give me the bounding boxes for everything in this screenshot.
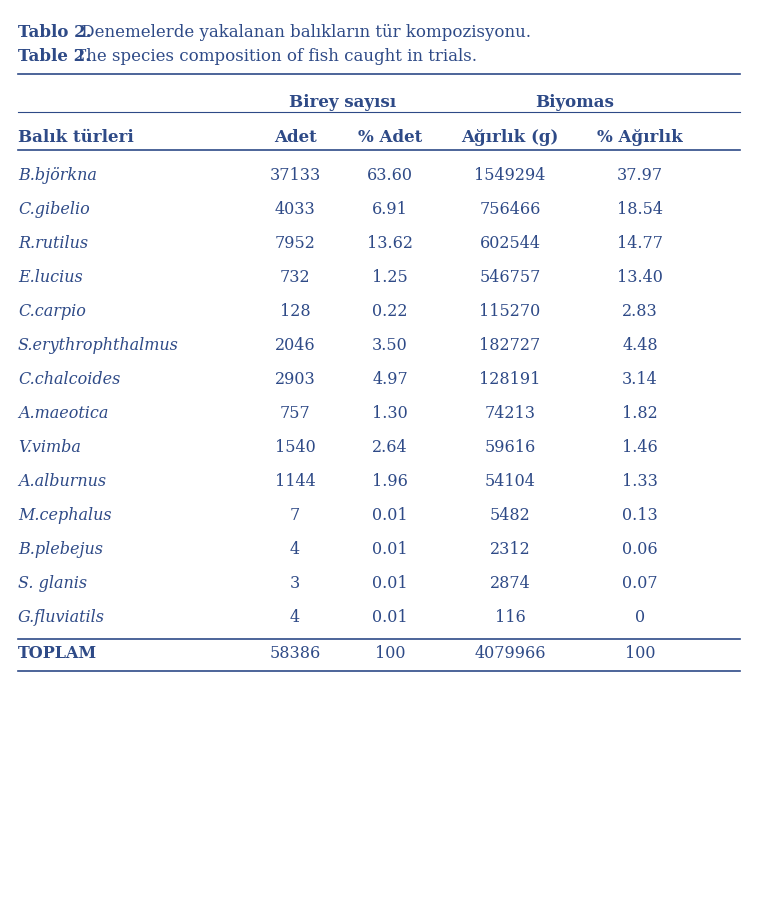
Text: 602544: 602544 (480, 235, 540, 252)
Text: 1144: 1144 (274, 473, 315, 490)
Text: 6.91: 6.91 (372, 201, 408, 218)
Text: % Adet: % Adet (358, 129, 422, 146)
Text: 4.48: 4.48 (622, 337, 658, 354)
Text: 54104: 54104 (484, 473, 535, 490)
Text: 2.83: 2.83 (622, 303, 658, 320)
Text: Balık türleri: Balık türleri (18, 129, 133, 146)
Text: 1540: 1540 (274, 439, 315, 456)
Text: S. glanis: S. glanis (18, 575, 87, 592)
Text: 0.06: 0.06 (622, 541, 658, 558)
Text: Denemelerde yakalanan balıkların tür kompozisyonu.: Denemelerde yakalanan balıkların tür kom… (76, 24, 531, 41)
Text: 1.25: 1.25 (372, 269, 408, 286)
Text: 3.50: 3.50 (372, 337, 408, 354)
Text: V.vimba: V.vimba (18, 439, 81, 456)
Text: 4: 4 (290, 609, 300, 626)
Text: 4.97: 4.97 (372, 371, 408, 388)
Text: A.maeotica: A.maeotica (18, 405, 108, 422)
Text: Adet: Adet (274, 129, 316, 146)
Text: Tablo 2.: Tablo 2. (18, 24, 92, 41)
Text: 116: 116 (495, 609, 525, 626)
Text: Birey sayısı: Birey sayısı (289, 94, 396, 111)
Text: The species composition of fish caught in trials.: The species composition of fish caught i… (70, 48, 477, 65)
Text: TOPLAM: TOPLAM (18, 645, 97, 662)
Text: 7: 7 (290, 507, 300, 524)
Text: 757: 757 (280, 405, 310, 422)
Text: 128191: 128191 (479, 371, 540, 388)
Text: C.chalcoides: C.chalcoides (18, 371, 121, 388)
Text: 0.01: 0.01 (372, 541, 408, 558)
Text: 0.01: 0.01 (372, 575, 408, 592)
Text: 2.64: 2.64 (372, 439, 408, 456)
Text: Biyomas: Biyomas (536, 94, 615, 111)
Text: 1.82: 1.82 (622, 405, 658, 422)
Text: 182727: 182727 (479, 337, 540, 354)
Text: 732: 732 (280, 269, 310, 286)
Text: 13.62: 13.62 (367, 235, 413, 252)
Text: 0.13: 0.13 (622, 507, 658, 524)
Text: 4: 4 (290, 541, 300, 558)
Text: 128: 128 (280, 303, 310, 320)
Text: 115270: 115270 (479, 303, 540, 320)
Text: E.lucius: E.lucius (18, 269, 83, 286)
Text: 1.96: 1.96 (372, 473, 408, 490)
Text: R.rutilus: R.rutilus (18, 235, 88, 252)
Text: 1.30: 1.30 (372, 405, 408, 422)
Text: 0.07: 0.07 (622, 575, 658, 592)
Text: 3.14: 3.14 (622, 371, 658, 388)
Text: Table 2.: Table 2. (18, 48, 91, 65)
Text: 546757: 546757 (479, 269, 540, 286)
Text: 2903: 2903 (274, 371, 315, 388)
Text: 63.60: 63.60 (367, 167, 413, 184)
Text: C.gibelio: C.gibelio (18, 201, 89, 218)
Text: 0: 0 (635, 609, 645, 626)
Text: A.alburnus: A.alburnus (18, 473, 106, 490)
Text: % Ağırlık: % Ağırlık (597, 129, 683, 146)
Text: 74213: 74213 (484, 405, 535, 422)
Text: 100: 100 (625, 645, 655, 662)
Text: 1.33: 1.33 (622, 473, 658, 490)
Text: 2874: 2874 (490, 575, 531, 592)
Text: G.fluviatils: G.fluviatils (18, 609, 105, 626)
Text: 756466: 756466 (479, 201, 540, 218)
Text: 0.01: 0.01 (372, 609, 408, 626)
Text: B.björkna: B.björkna (18, 167, 97, 184)
Text: 3: 3 (290, 575, 300, 592)
Text: 59616: 59616 (484, 439, 536, 456)
Text: 2312: 2312 (490, 541, 531, 558)
Text: Ağırlık (g): Ağırlık (g) (462, 129, 559, 146)
Text: 13.40: 13.40 (617, 269, 663, 286)
Text: 100: 100 (374, 645, 406, 662)
Text: 58386: 58386 (269, 645, 321, 662)
Text: 1549294: 1549294 (475, 167, 546, 184)
Text: 7952: 7952 (274, 235, 315, 252)
Text: 5482: 5482 (490, 507, 531, 524)
Text: 4033: 4033 (274, 201, 315, 218)
Text: 0.22: 0.22 (372, 303, 408, 320)
Text: B.plebejus: B.plebejus (18, 541, 103, 558)
Text: 18.54: 18.54 (617, 201, 663, 218)
Text: 37.97: 37.97 (617, 167, 663, 184)
Text: 4079966: 4079966 (475, 645, 546, 662)
Text: 14.77: 14.77 (617, 235, 663, 252)
Text: 0.01: 0.01 (372, 507, 408, 524)
Text: 1.46: 1.46 (622, 439, 658, 456)
Text: C.carpio: C.carpio (18, 303, 86, 320)
Text: S.erythrophthalmus: S.erythrophthalmus (18, 337, 179, 354)
Text: M.cephalus: M.cephalus (18, 507, 111, 524)
Text: 2046: 2046 (274, 337, 315, 354)
Text: 37133: 37133 (269, 167, 321, 184)
